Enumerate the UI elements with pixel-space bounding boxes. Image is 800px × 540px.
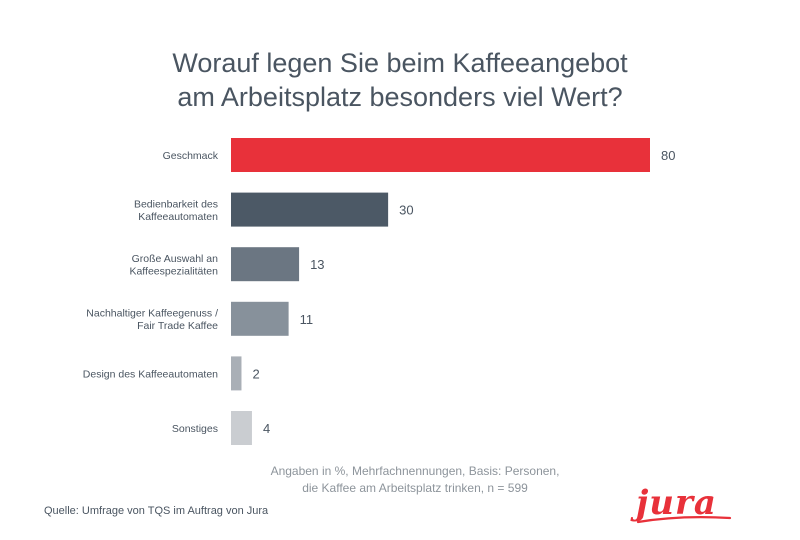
bar-value-label-4: 2 (252, 366, 259, 381)
category-label-3-line-1: Fair Trade Kaffee (137, 320, 218, 332)
category-label-2-line-1: Kaffeespezialitäten (129, 265, 218, 277)
bar-value-label-1: 30 (399, 203, 413, 218)
category-label-4-line-0: Design des Kaffeeautomaten (83, 368, 218, 380)
bar-value-label-2: 13 (310, 257, 324, 272)
bar-2 (231, 247, 300, 282)
category-label-0-line-0: Geschmack (163, 150, 219, 162)
chart-title-line-2: am Arbeitsplatz besonders viel Wert? (177, 82, 623, 112)
bar-5 (231, 411, 252, 445)
chart-title-line-1: Worauf legen Sie beim Kaffeeangebot (172, 48, 628, 78)
bar-4 (231, 356, 242, 391)
jura-logo-swash (636, 516, 732, 524)
bar-value-label-5: 4 (263, 421, 270, 436)
category-label-3-line-0: Nachhaltiger Kaffeegenuss / (86, 308, 218, 320)
category-label-1-line-0: Bedienbarkeit des (134, 198, 218, 210)
bar-0 (231, 138, 650, 172)
chart-note: Angaben in %, Mehrfachnennungen, Basis: … (260, 463, 570, 497)
chart-note-line-1: Angaben in %, Mehrfachnennungen, Basis: … (270, 464, 560, 478)
chart-title: Worauf legen Sie beim Kaffeeangebot am A… (0, 46, 800, 114)
source-text: Quelle: Umfrage von TQS im Auftrag von J… (44, 505, 269, 517)
bar-value-label-0: 80 (661, 148, 675, 163)
chart-note-line-2: die Kaffee am Arbeitsplatz trinken, n = … (302, 481, 528, 495)
jura-logo: jura (630, 483, 732, 524)
bar-1 (231, 192, 389, 227)
category-label-5-line-0: Sonstiges (172, 423, 218, 435)
category-label-1-line-1: Kaffeeautomaten (138, 211, 218, 223)
bar-3 (231, 301, 289, 336)
category-label-2-line-0: Große Auswahl an (132, 253, 219, 265)
bar-value-label-3: 11 (300, 312, 314, 327)
